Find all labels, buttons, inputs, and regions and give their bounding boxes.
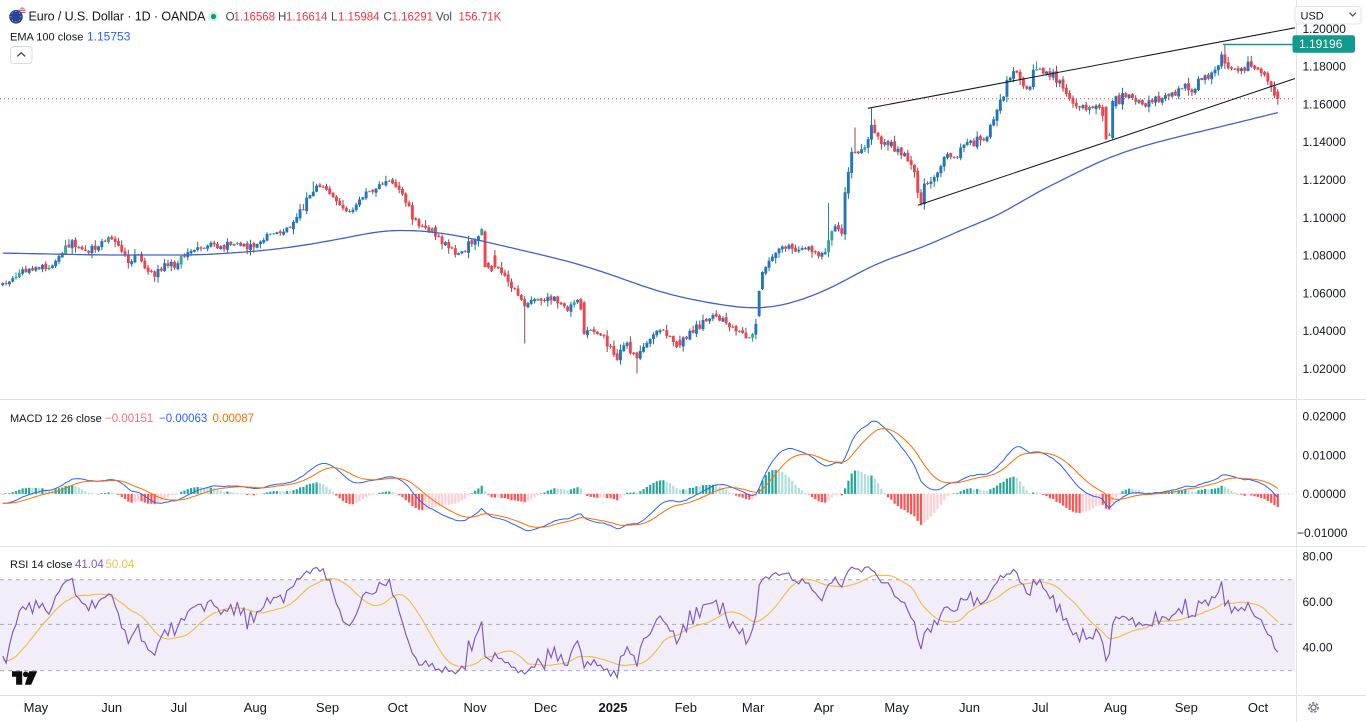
svg-text:Jun: Jun: [959, 700, 980, 715]
svg-text:Apr: Apr: [814, 700, 835, 715]
svg-text:O: O: [226, 11, 235, 23]
svg-text:USD: USD: [1301, 10, 1324, 22]
svg-text:1.12000: 1.12000: [1303, 173, 1347, 187]
svg-text:156.71K: 156.71K: [459, 11, 502, 23]
svg-text:1.06000: 1.06000: [1303, 286, 1347, 300]
svg-text:0.01000: 0.01000: [1303, 448, 1347, 462]
svg-text:0.02000: 0.02000: [1303, 410, 1347, 424]
svg-text:Mar: Mar: [742, 700, 765, 715]
svg-text:H: H: [278, 11, 286, 23]
svg-text:L: L: [331, 11, 338, 23]
svg-text:Sep: Sep: [1175, 700, 1198, 715]
svg-text:−0.00151: −0.00151: [105, 413, 153, 425]
svg-text:1.16568: 1.16568: [234, 11, 276, 23]
svg-text:80.00: 80.00: [1303, 550, 1333, 564]
svg-text:−0.00063: −0.00063: [159, 413, 207, 425]
svg-text:0.00000: 0.00000: [1303, 487, 1347, 501]
svg-text:60.00: 60.00: [1303, 595, 1333, 609]
svg-text:C: C: [384, 11, 392, 23]
svg-text:May: May: [884, 700, 909, 715]
svg-text:1.18000: 1.18000: [1303, 60, 1347, 74]
svg-text:Feb: Feb: [675, 700, 697, 715]
svg-text:1.15984: 1.15984: [338, 11, 380, 23]
svg-text:Vol: Vol: [436, 11, 452, 23]
svg-text:Jul: Jul: [1032, 700, 1049, 715]
svg-text:Aug: Aug: [244, 700, 267, 715]
svg-text:Jun: Jun: [101, 700, 122, 715]
svg-text:0.00087: 0.00087: [213, 413, 255, 425]
svg-text:40.00: 40.00: [1303, 640, 1333, 654]
svg-text:Sep: Sep: [316, 700, 339, 715]
svg-text:1.08000: 1.08000: [1303, 249, 1347, 263]
svg-text:41.04: 41.04: [75, 559, 104, 571]
svg-text:Dec: Dec: [534, 700, 558, 715]
svg-text:1.02000: 1.02000: [1303, 362, 1347, 376]
svg-text:Nov: Nov: [464, 700, 488, 715]
svg-text:1.15753: 1.15753: [87, 29, 131, 43]
svg-text:May: May: [24, 700, 49, 715]
svg-text:1.16000: 1.16000: [1303, 97, 1347, 111]
svg-text:1.14000: 1.14000: [1303, 135, 1347, 149]
svg-text:1.19196: 1.19196: [1299, 37, 1343, 51]
svg-text:Oct: Oct: [388, 700, 409, 715]
svg-text:−0.01000: −0.01000: [1297, 526, 1348, 540]
svg-text:1.20000: 1.20000: [1303, 22, 1347, 36]
svg-text:1.10000: 1.10000: [1303, 211, 1347, 225]
svg-text:Oct: Oct: [1248, 700, 1269, 715]
svg-text:50.04: 50.04: [106, 559, 135, 571]
svg-text:MACD 12 26 close: MACD 12 26 close: [10, 413, 102, 425]
svg-text:EMA 100 close: EMA 100 close: [10, 31, 83, 43]
svg-text:Aug: Aug: [1104, 700, 1127, 715]
svg-text:RSI 14 close: RSI 14 close: [10, 559, 72, 571]
svg-text:Euro / U.S. Dollar · 1D · OAND: Euro / U.S. Dollar · 1D · OANDA: [29, 9, 207, 23]
svg-text:Jul: Jul: [171, 700, 188, 715]
svg-text:1.16291: 1.16291: [392, 11, 434, 23]
svg-text:1.04000: 1.04000: [1303, 324, 1347, 338]
svg-text:1.16614: 1.16614: [286, 11, 328, 23]
svg-text:2025: 2025: [599, 700, 628, 715]
